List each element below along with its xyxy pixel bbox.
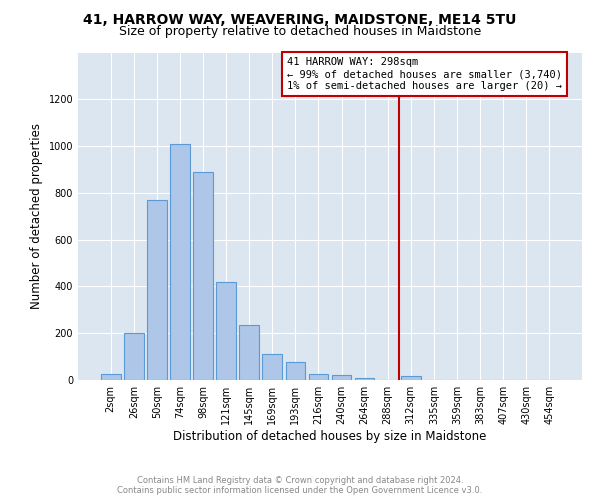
- Text: Size of property relative to detached houses in Maidstone: Size of property relative to detached ho…: [119, 25, 481, 38]
- X-axis label: Distribution of detached houses by size in Maidstone: Distribution of detached houses by size …: [173, 430, 487, 442]
- Text: 41 HARROW WAY: 298sqm
← 99% of detached houses are smaller (3,740)
1% of semi-de: 41 HARROW WAY: 298sqm ← 99% of detached …: [287, 58, 562, 90]
- Bar: [101, 374, 121, 380]
- Text: 41, HARROW WAY, WEAVERING, MAIDSTONE, ME14 5TU: 41, HARROW WAY, WEAVERING, MAIDSTONE, ME…: [83, 12, 517, 26]
- Bar: [262, 354, 282, 380]
- Bar: [147, 200, 167, 380]
- Bar: [193, 172, 213, 380]
- Bar: [217, 282, 236, 380]
- Bar: [355, 378, 374, 380]
- Bar: [124, 333, 143, 380]
- Bar: [239, 325, 259, 380]
- Text: Contains HM Land Registry data © Crown copyright and database right 2024.
Contai: Contains HM Land Registry data © Crown c…: [118, 476, 482, 495]
- Bar: [286, 362, 305, 380]
- Bar: [332, 376, 352, 380]
- Bar: [170, 144, 190, 380]
- Y-axis label: Number of detached properties: Number of detached properties: [30, 123, 43, 309]
- Bar: [308, 374, 328, 380]
- Bar: [401, 376, 421, 380]
